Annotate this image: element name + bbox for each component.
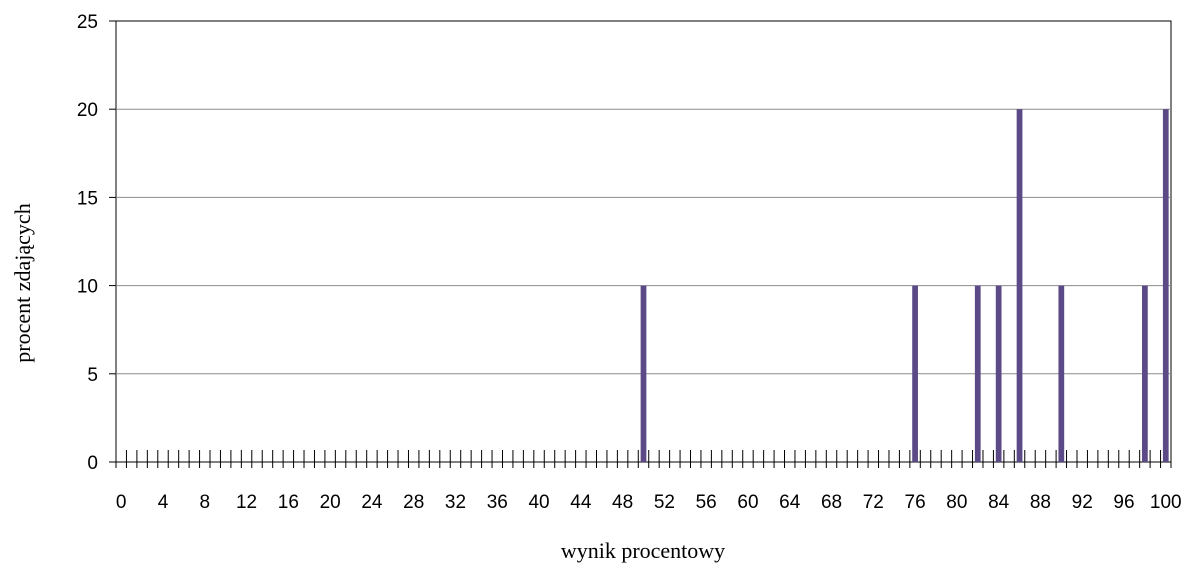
x-tick-label: 76 bbox=[905, 492, 926, 513]
x-tick-label: 0 bbox=[116, 492, 127, 513]
bar bbox=[1058, 285, 1065, 462]
x-tick-label: 20 bbox=[320, 492, 341, 513]
y-tick-label: 20 bbox=[77, 100, 98, 121]
x-tick-label: 92 bbox=[1072, 492, 1093, 513]
x-tick-label: 32 bbox=[445, 492, 466, 513]
x-tick-label: 24 bbox=[361, 492, 383, 513]
y-tick-label: 0 bbox=[87, 453, 98, 474]
x-tick-label: 56 bbox=[696, 492, 717, 513]
x-tick-label: 84 bbox=[988, 492, 1010, 513]
x-tick-label: 16 bbox=[278, 492, 299, 513]
x-tick-label: 48 bbox=[612, 492, 633, 513]
bar bbox=[1142, 285, 1148, 462]
x-tick-label: 68 bbox=[821, 492, 842, 513]
bar bbox=[974, 285, 981, 462]
y-tick-label: 5 bbox=[87, 365, 98, 386]
x-tick-label: 80 bbox=[946, 492, 967, 513]
bar bbox=[640, 285, 647, 462]
bar bbox=[1016, 109, 1023, 462]
x-tick-label: 4 bbox=[158, 492, 169, 513]
x-tick-label: 40 bbox=[528, 492, 549, 513]
x-tick-label: 12 bbox=[236, 492, 257, 513]
bar bbox=[1162, 109, 1169, 462]
y-axis-title: procent zdających bbox=[10, 203, 35, 362]
bar bbox=[995, 285, 1002, 462]
x-tick-label: 52 bbox=[654, 492, 675, 513]
x-tick-label: 100 bbox=[1150, 492, 1182, 513]
y-tick-label: 25 bbox=[77, 12, 98, 33]
x-tick-label: 64 bbox=[779, 492, 801, 513]
x-axis-title: wynik procentowy bbox=[561, 538, 725, 563]
x-tick-label: 72 bbox=[863, 492, 884, 513]
x-tick-label: 28 bbox=[403, 492, 424, 513]
x-tick-label: 88 bbox=[1030, 492, 1051, 513]
y-tick-label: 15 bbox=[77, 188, 98, 209]
x-tick-label: 8 bbox=[199, 492, 210, 513]
x-tick-label: 96 bbox=[1113, 492, 1134, 513]
y-tick-label: 10 bbox=[77, 277, 98, 298]
x-tick-label: 60 bbox=[737, 492, 758, 513]
x-tick-label: 36 bbox=[487, 492, 508, 513]
x-tick-label: 44 bbox=[570, 492, 592, 513]
bar bbox=[912, 285, 918, 462]
